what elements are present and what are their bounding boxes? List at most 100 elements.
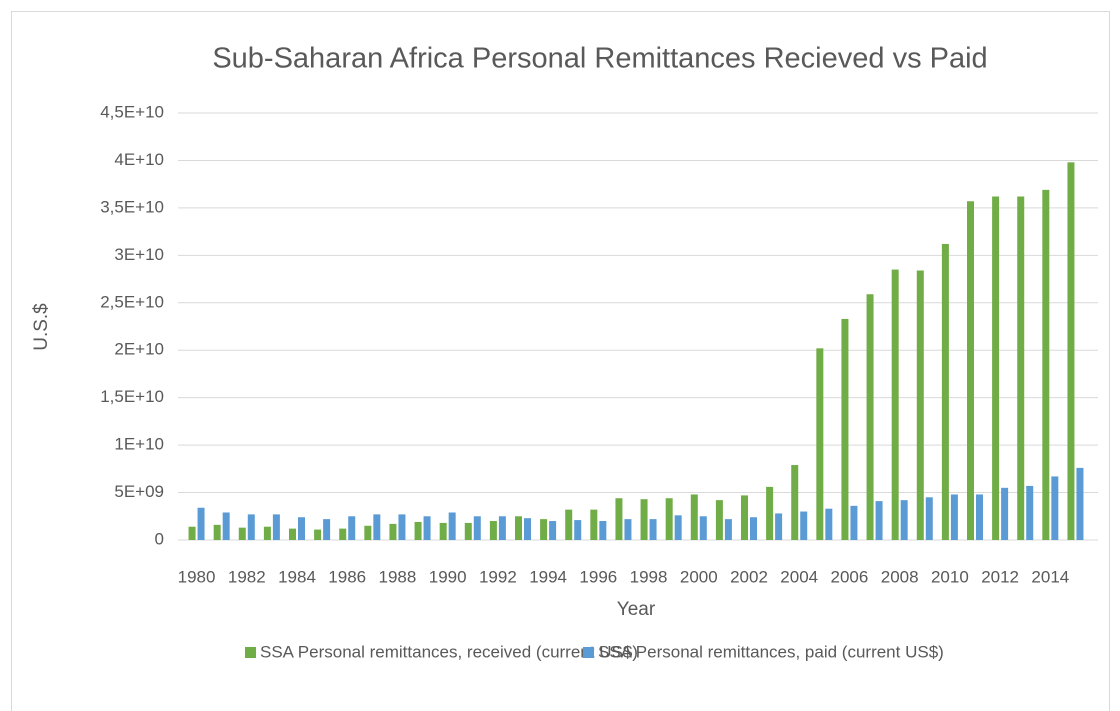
bar bbox=[665, 498, 673, 540]
x-tick-label: 1988 bbox=[379, 567, 417, 586]
bar bbox=[624, 519, 632, 540]
y-axis-label: U.S.$ bbox=[31, 303, 52, 351]
bar bbox=[875, 501, 883, 540]
chart-frame bbox=[11, 11, 1110, 711]
bar bbox=[1051, 476, 1059, 540]
bar bbox=[348, 516, 356, 540]
x-tick-label: 1986 bbox=[328, 567, 366, 586]
x-tick-label: 1982 bbox=[228, 567, 266, 586]
x-tick-label: 2008 bbox=[881, 567, 919, 586]
bar bbox=[574, 520, 582, 540]
y-tick-label: 2,5E+10 bbox=[100, 292, 164, 311]
bar bbox=[615, 498, 623, 540]
x-tick-label: 2004 bbox=[780, 567, 818, 586]
bar bbox=[213, 524, 221, 540]
bar bbox=[464, 522, 472, 540]
bar bbox=[649, 519, 657, 540]
x-tick-label: 1990 bbox=[429, 567, 467, 586]
x-tick-label: 1994 bbox=[529, 567, 567, 586]
bar bbox=[640, 499, 648, 540]
bar bbox=[473, 516, 481, 540]
y-tick-label: 1E+10 bbox=[114, 435, 164, 454]
x-tick-label: 2002 bbox=[730, 567, 768, 586]
bar bbox=[298, 517, 305, 540]
x-tick-label: 2012 bbox=[981, 567, 1019, 586]
bar bbox=[1001, 487, 1009, 540]
bar bbox=[992, 196, 1000, 540]
y-tick-label: 5E+09 bbox=[114, 482, 164, 501]
x-tick-label: 2014 bbox=[1031, 567, 1069, 586]
bar bbox=[741, 495, 748, 540]
y-tick-label: 4,5E+10 bbox=[100, 102, 164, 121]
bar bbox=[414, 521, 422, 540]
bar bbox=[549, 521, 557, 540]
bar bbox=[188, 526, 196, 540]
x-tick-label: 2010 bbox=[931, 567, 969, 586]
bar bbox=[766, 486, 774, 540]
bar bbox=[850, 505, 858, 540]
bar bbox=[916, 270, 924, 540]
bar bbox=[439, 522, 447, 540]
y-tick-label: 3,5E+10 bbox=[100, 197, 164, 216]
bar bbox=[599, 521, 607, 540]
bar bbox=[272, 514, 280, 540]
bar bbox=[524, 518, 531, 540]
bar bbox=[314, 529, 322, 540]
bar bbox=[674, 515, 682, 540]
bar bbox=[699, 516, 707, 540]
bar bbox=[967, 201, 974, 540]
bar bbox=[775, 513, 783, 540]
bar bbox=[976, 494, 983, 540]
bar bbox=[263, 526, 271, 540]
bar bbox=[941, 243, 949, 541]
x-tick-label: 1998 bbox=[630, 567, 668, 586]
x-tick-label: 1996 bbox=[579, 567, 617, 586]
bar bbox=[690, 494, 698, 540]
bar bbox=[373, 514, 381, 540]
bar bbox=[925, 497, 933, 540]
x-tick-label: 2006 bbox=[831, 567, 869, 586]
bar bbox=[1026, 485, 1034, 540]
legend-swatch bbox=[583, 647, 594, 658]
x-tick-label: 1984 bbox=[278, 567, 316, 586]
bar bbox=[841, 318, 849, 540]
bar bbox=[724, 519, 732, 540]
bar bbox=[1017, 196, 1025, 540]
bar bbox=[339, 528, 347, 540]
bar bbox=[750, 517, 757, 540]
legend-label: SSA Personal remittances, paid (current … bbox=[598, 642, 944, 661]
y-tick-label: 1,5E+10 bbox=[100, 387, 164, 406]
bar bbox=[715, 500, 723, 540]
bar bbox=[891, 269, 899, 540]
bar bbox=[800, 511, 808, 540]
x-axis-label: Year bbox=[617, 599, 656, 620]
legend-label: SSA Personal remittances, received (curr… bbox=[260, 642, 638, 661]
bar bbox=[247, 514, 255, 540]
bar bbox=[222, 512, 230, 540]
bar bbox=[498, 516, 506, 540]
bar bbox=[791, 465, 799, 540]
bar bbox=[1076, 467, 1084, 540]
x-tick-label: 2000 bbox=[680, 567, 718, 586]
bar bbox=[448, 512, 456, 540]
x-tick-label: 1980 bbox=[178, 567, 216, 586]
bar bbox=[289, 528, 296, 540]
bar bbox=[590, 509, 598, 540]
bar bbox=[364, 525, 372, 540]
y-tick-label: 2E+10 bbox=[114, 340, 164, 359]
bar bbox=[389, 523, 397, 540]
bar bbox=[565, 509, 573, 540]
y-tick-label: 3E+10 bbox=[114, 245, 164, 264]
bar bbox=[515, 516, 522, 540]
bar bbox=[540, 519, 548, 540]
bar bbox=[1067, 162, 1075, 540]
bar bbox=[825, 508, 833, 540]
bar bbox=[398, 514, 406, 540]
y-tick-label: 0 bbox=[155, 529, 164, 548]
bar bbox=[423, 516, 431, 540]
x-tick-label: 1992 bbox=[479, 567, 517, 586]
bar bbox=[900, 500, 908, 540]
bar bbox=[866, 294, 874, 540]
bar bbox=[489, 521, 497, 540]
